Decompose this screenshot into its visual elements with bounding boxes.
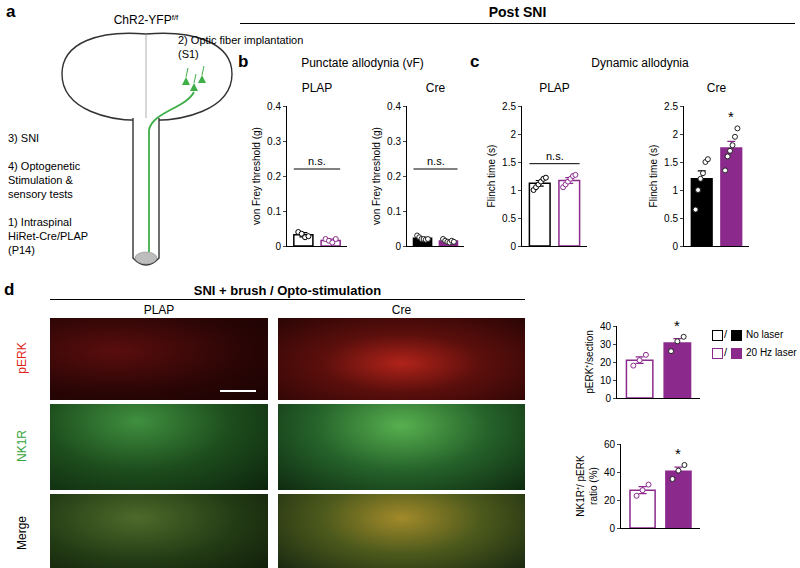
- svg-text:20: 20: [600, 357, 612, 368]
- svg-text:0.5: 0.5: [502, 213, 516, 224]
- svg-text:0.4: 0.4: [387, 101, 401, 112]
- svg-text:a: a: [6, 2, 16, 21]
- svg-text:0.3: 0.3: [267, 136, 281, 147]
- svg-text:pERK⁺/section: pERK⁺/section: [584, 330, 595, 394]
- html-text:No laser: No laser: [746, 329, 784, 340]
- svg-text:0: 0: [609, 523, 615, 534]
- svg-text:0.5: 0.5: [664, 213, 678, 224]
- svg-text:0.2: 0.2: [267, 171, 281, 182]
- svg-text:0: 0: [605, 393, 611, 404]
- svg-text:40: 40: [600, 321, 612, 332]
- svg-text:von Frey threshold (g): von Frey threshold (g): [371, 127, 382, 225]
- svg-text:4) Optogenetic: 4) Optogenetic: [8, 160, 81, 172]
- svg-text:30: 30: [600, 339, 612, 350]
- html-text:SNI + brush / Opto-stimulation: SNI + brush / Opto-stimulation: [193, 283, 382, 298]
- html-text:Merge: Merge: [15, 516, 29, 550]
- svg-text:*: *: [728, 108, 734, 125]
- svg-text:HiRet-Cre/PLAP: HiRet-Cre/PLAP: [8, 230, 88, 242]
- svg-text:n.s.: n.s.: [546, 150, 564, 162]
- html-text:Punctate allodynia (vF): Punctate allodynia (vF): [301, 56, 424, 70]
- svg-text:2: 2: [510, 129, 516, 140]
- svg-text:0.1: 0.1: [387, 206, 401, 217]
- html-text:NK1R: NK1R: [15, 430, 29, 462]
- svg-text:0.2: 0.2: [387, 171, 401, 182]
- html-text:d: d: [4, 280, 15, 299]
- svg-text:0.4: 0.4: [267, 101, 281, 112]
- svg-text:3) SNI: 3) SNI: [8, 132, 39, 144]
- svg-text:10: 10: [600, 375, 612, 386]
- svg-text:0: 0: [275, 241, 281, 252]
- html-text:c: c: [470, 52, 480, 71]
- svg-text:1: 1: [510, 185, 516, 196]
- svg-text:(P14): (P14): [8, 244, 35, 256]
- html-text:Cre: Cre: [391, 303, 412, 317]
- svg-text:2.5: 2.5: [502, 101, 516, 112]
- html-text:PLAP: PLAP: [143, 303, 175, 317]
- svg-text:*: *: [675, 445, 681, 462]
- html-text:20 Hz laser: 20 Hz laser: [746, 347, 797, 358]
- svg-text:Flinch time (s): Flinch time (s): [648, 145, 659, 208]
- svg-text:2) Optic fiber implantation: 2) Optic fiber implantation: [178, 34, 303, 46]
- svg-text:*: *: [674, 317, 680, 334]
- svg-text:1) Intraspinal: 1) Intraspinal: [8, 216, 72, 228]
- svg-text:20: 20: [604, 495, 616, 506]
- svg-text:Flinch time (s): Flinch time (s): [486, 145, 497, 208]
- html-text:b: b: [238, 52, 249, 71]
- html-text:Dynamic allodynia: Dynamic allodynia: [591, 56, 689, 70]
- svg-text:0: 0: [395, 241, 401, 252]
- svg-text:ChR2-YFPf/f: ChR2-YFPf/f: [114, 13, 179, 28]
- svg-text:Cre: Cre: [426, 81, 446, 95]
- svg-text:n.s.: n.s.: [427, 155, 445, 167]
- svg-text:n.s.: n.s.: [308, 155, 326, 167]
- svg-text:sensory tests: sensory tests: [8, 188, 73, 200]
- svg-text:1.5: 1.5: [502, 157, 516, 168]
- svg-text:NK1R⁺/ pERKratio (%): NK1R⁺/ pERKratio (%): [575, 455, 599, 517]
- svg-text:2: 2: [672, 129, 678, 140]
- svg-text:Stimulation &: Stimulation &: [8, 174, 73, 186]
- svg-text:1: 1: [672, 185, 678, 196]
- svg-text:2.5: 2.5: [664, 101, 678, 112]
- svg-text:0.3: 0.3: [387, 136, 401, 147]
- svg-text:1.5: 1.5: [664, 157, 678, 168]
- svg-text:60: 60: [604, 439, 616, 450]
- svg-text:PLAP: PLAP: [539, 81, 570, 95]
- svg-text:Cre: Cre: [707, 81, 727, 95]
- svg-text:40: 40: [604, 467, 616, 478]
- svg-text:0: 0: [672, 241, 678, 252]
- html-text:pERK: pERK: [15, 342, 29, 374]
- svg-text:(S1): (S1): [178, 48, 199, 60]
- svg-text:0: 0: [510, 241, 516, 252]
- svg-text:von Frey threshold (g): von Frey threshold (g): [251, 127, 262, 225]
- svg-text:0.1: 0.1: [267, 206, 281, 217]
- html-text:Post SNI: Post SNI: [488, 4, 547, 20]
- svg-text:PLAP: PLAP: [302, 81, 333, 95]
